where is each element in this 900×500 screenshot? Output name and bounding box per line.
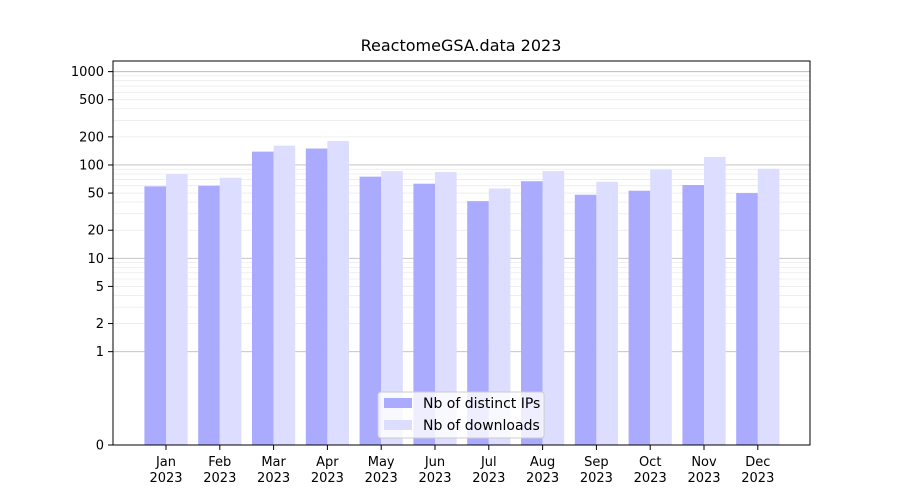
x-tick-label: Jun 2023 bbox=[418, 455, 451, 486]
bar-downloads bbox=[542, 171, 565, 445]
bar-distinct-ips bbox=[682, 185, 704, 445]
chart-title: ReactomeGSA.data 2023 bbox=[361, 36, 562, 55]
x-tick-label: Apr 2023 bbox=[311, 455, 344, 486]
y-tick-label: 20 bbox=[87, 224, 104, 239]
legend-label: Nb of downloads bbox=[423, 418, 540, 434]
bar-distinct-ips bbox=[359, 176, 382, 445]
bars bbox=[144, 140, 780, 446]
bar-distinct-ips bbox=[305, 148, 328, 445]
bar-downloads bbox=[650, 169, 672, 445]
bar-distinct-ips bbox=[198, 185, 220, 445]
x-tick-label: Sep 2023 bbox=[580, 455, 613, 486]
x-tick-label: Mar 2023 bbox=[257, 455, 290, 486]
y-tick-label: 10 bbox=[87, 252, 104, 267]
y-tick-label: 1 bbox=[96, 345, 104, 360]
x-tick-label: Nov 2023 bbox=[687, 455, 720, 486]
x-tick-label: Jul 2023 bbox=[472, 455, 505, 486]
y-tick-label: 200 bbox=[79, 130, 104, 145]
bar-downloads bbox=[488, 188, 511, 445]
x-tick-label: Feb 2023 bbox=[203, 455, 236, 486]
bar-distinct-ips bbox=[413, 183, 435, 445]
y-tick-label: 100 bbox=[79, 158, 104, 173]
x-axis: Jan 2023 Feb 2023 Mar 2023 Apr 2023 May 2023 Jun 20… bbox=[149, 445, 774, 486]
bar-downloads bbox=[273, 145, 296, 446]
y-tick-label: 0 bbox=[96, 439, 104, 454]
y-tick-label: 1000 bbox=[71, 65, 104, 80]
y-tick-label: 2 bbox=[96, 317, 104, 332]
legend: Nb of distinct IPs Nb of downloads bbox=[377, 391, 545, 439]
bar-downloads bbox=[219, 177, 242, 445]
bar-downloads bbox=[435, 172, 457, 445]
bar-distinct-ips bbox=[252, 151, 274, 445]
legend-box bbox=[377, 391, 545, 439]
bar-downloads bbox=[757, 168, 780, 446]
legend-label: Nb of distinct IPs bbox=[423, 396, 540, 412]
plot-frame bbox=[112, 60, 811, 446]
x-tick-label: Dec 2023 bbox=[741, 455, 774, 486]
bar-downloads bbox=[327, 140, 349, 446]
bar-distinct-ips bbox=[628, 190, 651, 445]
bar-downloads bbox=[381, 171, 403, 445]
bar-distinct-ips bbox=[574, 194, 597, 445]
y-tick-label: 5 bbox=[96, 280, 104, 295]
bar-distinct-ips bbox=[467, 201, 489, 445]
bar-distinct-ips bbox=[521, 181, 543, 446]
x-tick-label: Oct 2023 bbox=[634, 455, 667, 486]
y-axis: 0 1 2 5 10 20 50 100 200 500 1000 bbox=[71, 65, 113, 454]
bar-downloads bbox=[596, 181, 618, 445]
x-tick-label: Aug 2023 bbox=[526, 455, 559, 486]
y-tick-label: 500 bbox=[79, 93, 104, 108]
legend-swatch bbox=[384, 420, 412, 430]
x-tick-label: Jan 2023 bbox=[149, 455, 182, 486]
bar-distinct-ips bbox=[736, 193, 758, 445]
x-tick-label: May 2023 bbox=[365, 455, 398, 486]
bar-downloads bbox=[704, 156, 726, 445]
legend-swatch bbox=[384, 398, 412, 408]
y-tick-label: 50 bbox=[87, 187, 104, 202]
bar-distinct-ips bbox=[144, 186, 166, 445]
bar-downloads bbox=[166, 174, 188, 445]
